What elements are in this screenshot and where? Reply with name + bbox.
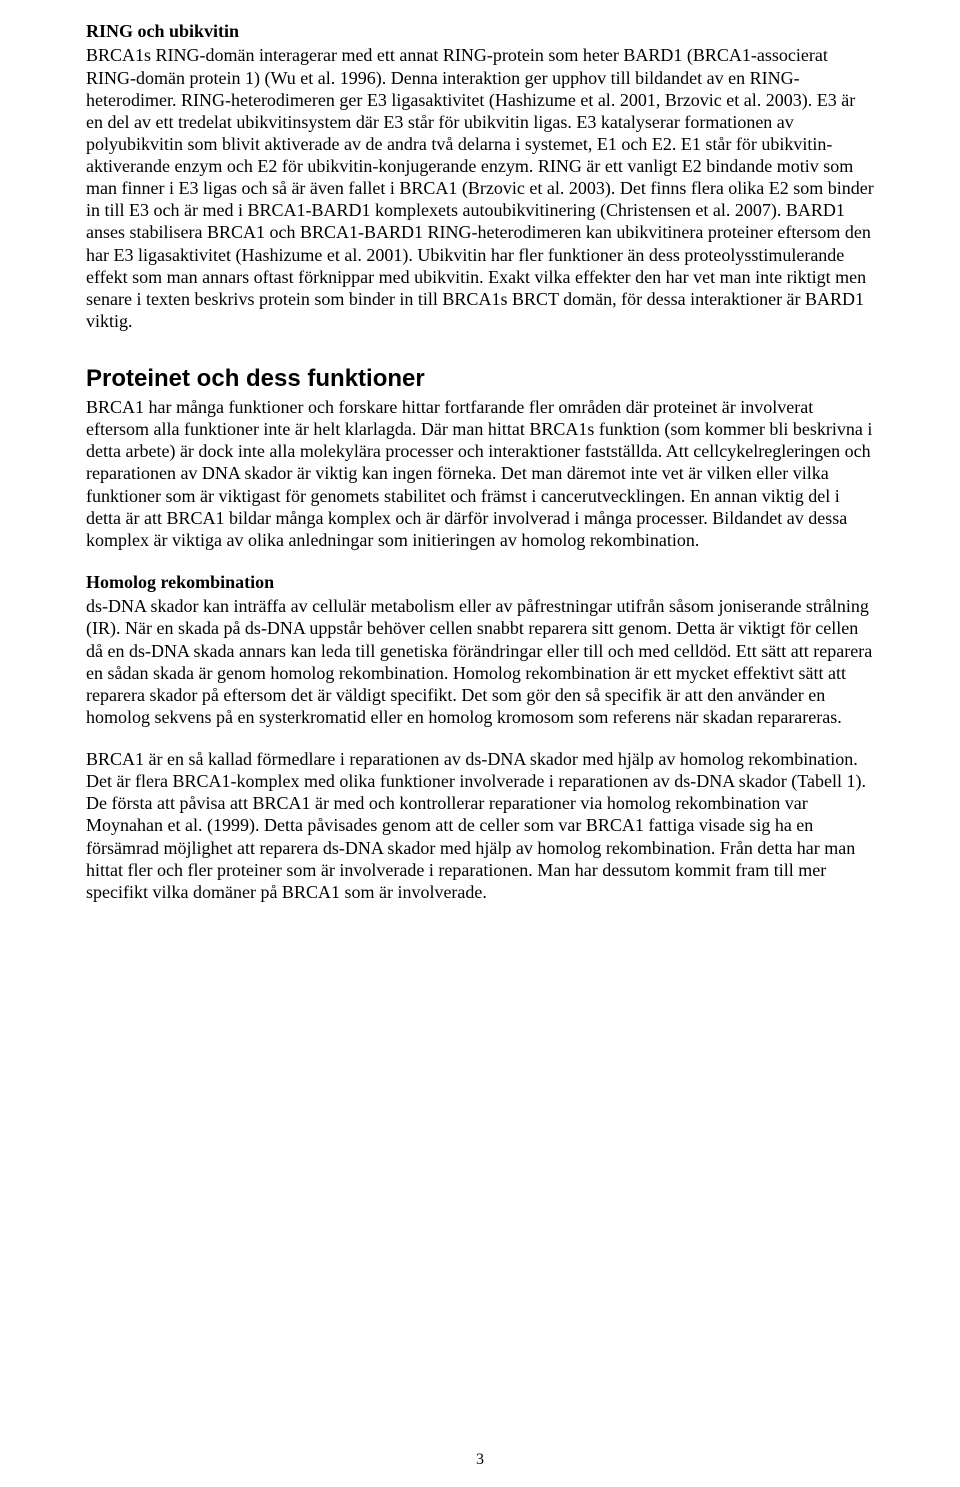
- heading-proteinet-funktioner: Proteinet och dess funktioner: [86, 364, 874, 394]
- paragraph-proteinet-funktioner: BRCA1 har många funktioner och forskare …: [86, 396, 874, 551]
- page-number: 3: [0, 1451, 960, 1469]
- paragraph-ring-ubikvitin: BRCA1s RING-domän interagerar med ett an…: [86, 44, 874, 332]
- paragraph-homolog-1: ds-DNA skador kan inträffa av cellulär m…: [86, 595, 874, 728]
- subheading-homolog-rekombination: Homolog rekombination: [86, 571, 874, 594]
- subheading-ring-ubikvitin: RING och ubikvitin: [86, 20, 874, 43]
- paragraph-homolog-2: BRCA1 är en så kallad förmedlare i repar…: [86, 748, 874, 903]
- document-page: RING och ubikvitin BRCA1s RING-domän int…: [0, 0, 960, 1487]
